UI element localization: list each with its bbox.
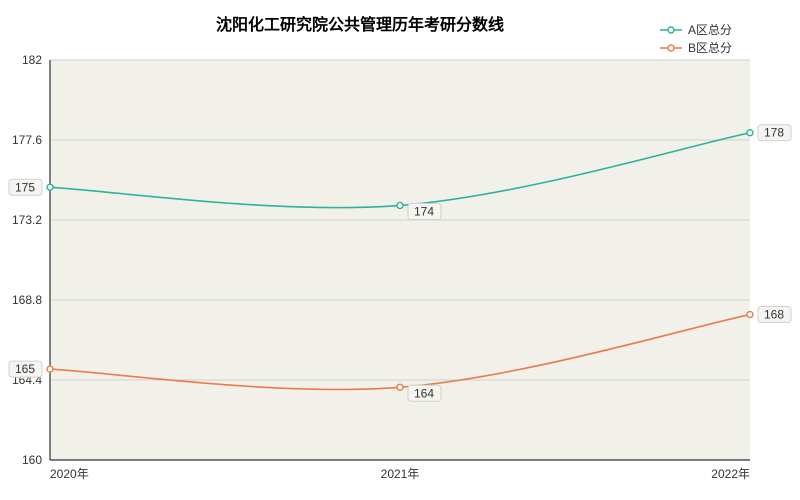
- y-tick-label: 160: [22, 453, 42, 467]
- legend-marker: [668, 45, 674, 51]
- data-point: [747, 312, 753, 318]
- data-point: [47, 184, 53, 190]
- y-tick-label: 168.8: [12, 293, 42, 307]
- data-point: [47, 366, 53, 372]
- data-label: 175: [15, 180, 35, 194]
- data-label: 174: [414, 204, 434, 218]
- data-label: 178: [764, 126, 784, 140]
- data-point: [397, 202, 403, 208]
- x-tick-label: 2021年: [381, 467, 420, 481]
- data-point: [747, 130, 753, 136]
- y-tick-label: 173.2: [12, 213, 42, 227]
- data-point: [397, 384, 403, 390]
- plot-area: [50, 60, 750, 460]
- x-tick-label: 2020年: [50, 467, 89, 481]
- x-tick-label: 2022年: [711, 467, 750, 481]
- chart-container: 160164.4168.8173.2177.61822020年2021年2022…: [0, 0, 800, 500]
- chart-title: 沈阳化工研究院公共管理历年考研分数线: [216, 15, 504, 34]
- y-tick-label: 182: [22, 53, 42, 67]
- data-label: 165: [15, 362, 35, 376]
- legend-label: A区总分: [688, 23, 732, 37]
- y-tick-label: 177.6: [12, 133, 42, 147]
- data-label: 168: [764, 308, 784, 322]
- data-label: 164: [414, 386, 434, 400]
- legend-marker: [668, 27, 674, 33]
- chart-svg: 160164.4168.8173.2177.61822020年2021年2022…: [0, 0, 800, 500]
- legend-label: B区总分: [688, 41, 732, 55]
